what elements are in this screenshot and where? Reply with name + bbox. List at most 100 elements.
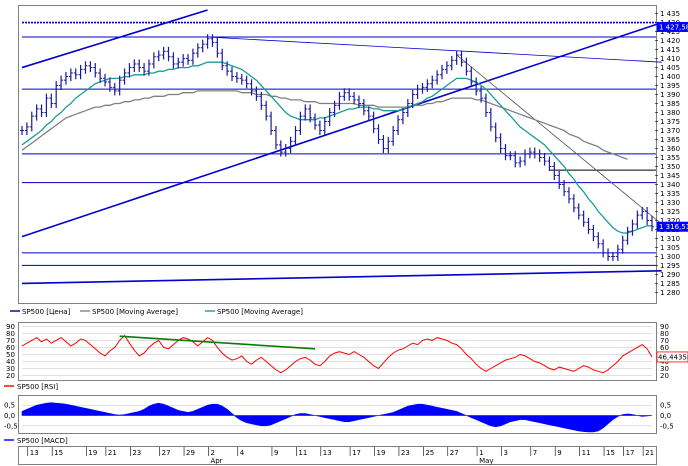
ohlc-bar — [586, 217, 591, 234]
time-axis: 13 15 19 21 23 27 29 2 4 9 11 13 17 19 23 25 27 1 3 7 9 11 15 1… — [27, 447, 654, 465]
ohlc-bar — [435, 70, 440, 85]
macd-axis-tick-label-right: 0,0 — [660, 412, 671, 420]
panel-frames — [18, 5, 657, 465]
ohlc-bar — [376, 124, 381, 145]
ohlc-bar — [420, 82, 425, 94]
ohlc-bar — [317, 120, 322, 136]
macd-axis-tick-label-left: 0,0 — [4, 412, 15, 420]
trend-line — [456, 54, 663, 225]
moving-average-teal-line — [21, 61, 652, 234]
ohlc-bar — [381, 135, 386, 153]
price-axis-tick-label: 1 335 — [660, 190, 680, 198]
ohlc-bar — [527, 147, 532, 159]
ohlc-bar — [195, 43, 200, 58]
ohlc-bar — [44, 93, 49, 118]
ohlc-bar — [132, 59, 137, 73]
ohlc-bar — [645, 206, 650, 225]
ohlc-bar — [396, 115, 401, 136]
price-marker-label: 1 316,51 — [659, 223, 688, 231]
time-axis-label: 9 — [274, 449, 278, 457]
price-axis-tick-label: 1 355 — [660, 154, 680, 162]
ohlc-bar — [449, 55, 454, 71]
rsi-axis-tick-label-right: 80 — [660, 330, 669, 338]
ohlc-bar — [630, 219, 635, 236]
ohlc-bar — [166, 46, 171, 62]
ohlc-bar — [352, 91, 357, 105]
time-axis-label: 23 — [401, 449, 410, 457]
ohlc-bar — [332, 100, 337, 118]
ohlc-bar — [440, 64, 444, 80]
rsi-axis-tick-label-left: 90 — [6, 323, 15, 331]
ohlc-bar — [234, 72, 239, 83]
time-axis-label: 29 — [186, 449, 195, 457]
trend-line — [21, 9, 208, 69]
legend-label: SP500 [Moving Average] — [92, 308, 178, 316]
ohlc-bar — [215, 37, 220, 58]
time-axis-label: 23 — [132, 449, 141, 457]
ohlc-bar — [293, 126, 298, 146]
ohlc-bar — [181, 54, 186, 67]
time-axis-label: 15 — [606, 449, 615, 457]
time-axis-label: 1 — [479, 449, 483, 457]
price-axis-tick-label: 1 300 — [660, 253, 680, 261]
ohlc-bar — [513, 151, 518, 168]
time-axis-label: 19 — [377, 449, 386, 457]
rsi-axis-tick-label-left: 50 — [6, 351, 15, 359]
ohlc-bar — [259, 91, 264, 110]
ohlc-bar — [503, 144, 508, 161]
ohlc-bar — [391, 126, 396, 146]
ohlc-bar — [518, 156, 523, 168]
ohlc-bar — [283, 144, 288, 157]
ohlc-bar — [562, 179, 567, 197]
price-axis-tick-label: 1 420 — [660, 37, 680, 45]
ohlc-bar — [137, 59, 142, 73]
time-axis-label: 13 — [30, 449, 39, 457]
price-marker-label: 1 427,58 — [659, 23, 688, 31]
ohlc-bar — [552, 161, 557, 180]
rsi-axis-tick-label-left: 40 — [6, 358, 15, 366]
ohlc-bar — [493, 122, 498, 143]
ohlc-bar — [571, 194, 576, 213]
ohlc-bar — [264, 100, 269, 121]
ohlc-bar — [68, 68, 73, 82]
ohlc-bar — [498, 133, 503, 153]
ohlc-bar — [39, 104, 44, 118]
ohlc-bar — [112, 82, 117, 96]
ohlc-bar — [386, 136, 391, 153]
ohlc-bar — [581, 210, 586, 227]
ohlc-bar — [430, 75, 435, 89]
price-axis-tick-label: 1 290 — [660, 271, 680, 279]
time-axis-label: 11 — [298, 449, 307, 457]
ohlc-bar — [161, 46, 166, 60]
ohlc-bar — [474, 77, 479, 96]
time-axis-label: 11 — [582, 449, 591, 457]
ohlc-bar — [342, 88, 347, 101]
ohlc-bar — [596, 232, 601, 249]
rsi-axis-tick-label-left: 70 — [6, 337, 15, 345]
ohlc-bar — [88, 61, 93, 73]
price-axis-tick-label: 1 370 — [660, 127, 680, 135]
rsi-trend-line — [119, 335, 316, 350]
ohlc-bar — [601, 239, 606, 258]
rsi-panel-frame — [18, 322, 657, 381]
rsi-marker-box — [656, 351, 688, 363]
ohlc-bar — [298, 111, 303, 136]
rsi-axis-tick-label-left: 20 — [6, 372, 15, 380]
ohlc-bar — [650, 215, 654, 232]
macd-area — [21, 402, 653, 433]
ohlc-bar — [122, 68, 127, 85]
ohlc-bar — [488, 108, 493, 132]
ohlc-bar — [508, 151, 513, 161]
ohlc-bar — [635, 210, 640, 229]
ohlc-bar — [98, 68, 103, 83]
ohlc-bar — [254, 86, 259, 101]
ohlc-bar — [230, 66, 234, 82]
ohlc-bar — [205, 34, 210, 49]
ohlc-bar — [356, 95, 361, 109]
ohlc-bar — [288, 136, 293, 153]
ohlc-bar — [249, 79, 254, 96]
price-axis-tick-label: 1 435 — [660, 10, 680, 18]
ohlc-bar — [610, 251, 615, 261]
macd-axis-tick-label-right: -0,5 — [660, 422, 674, 430]
ohlc-bar — [308, 104, 313, 123]
